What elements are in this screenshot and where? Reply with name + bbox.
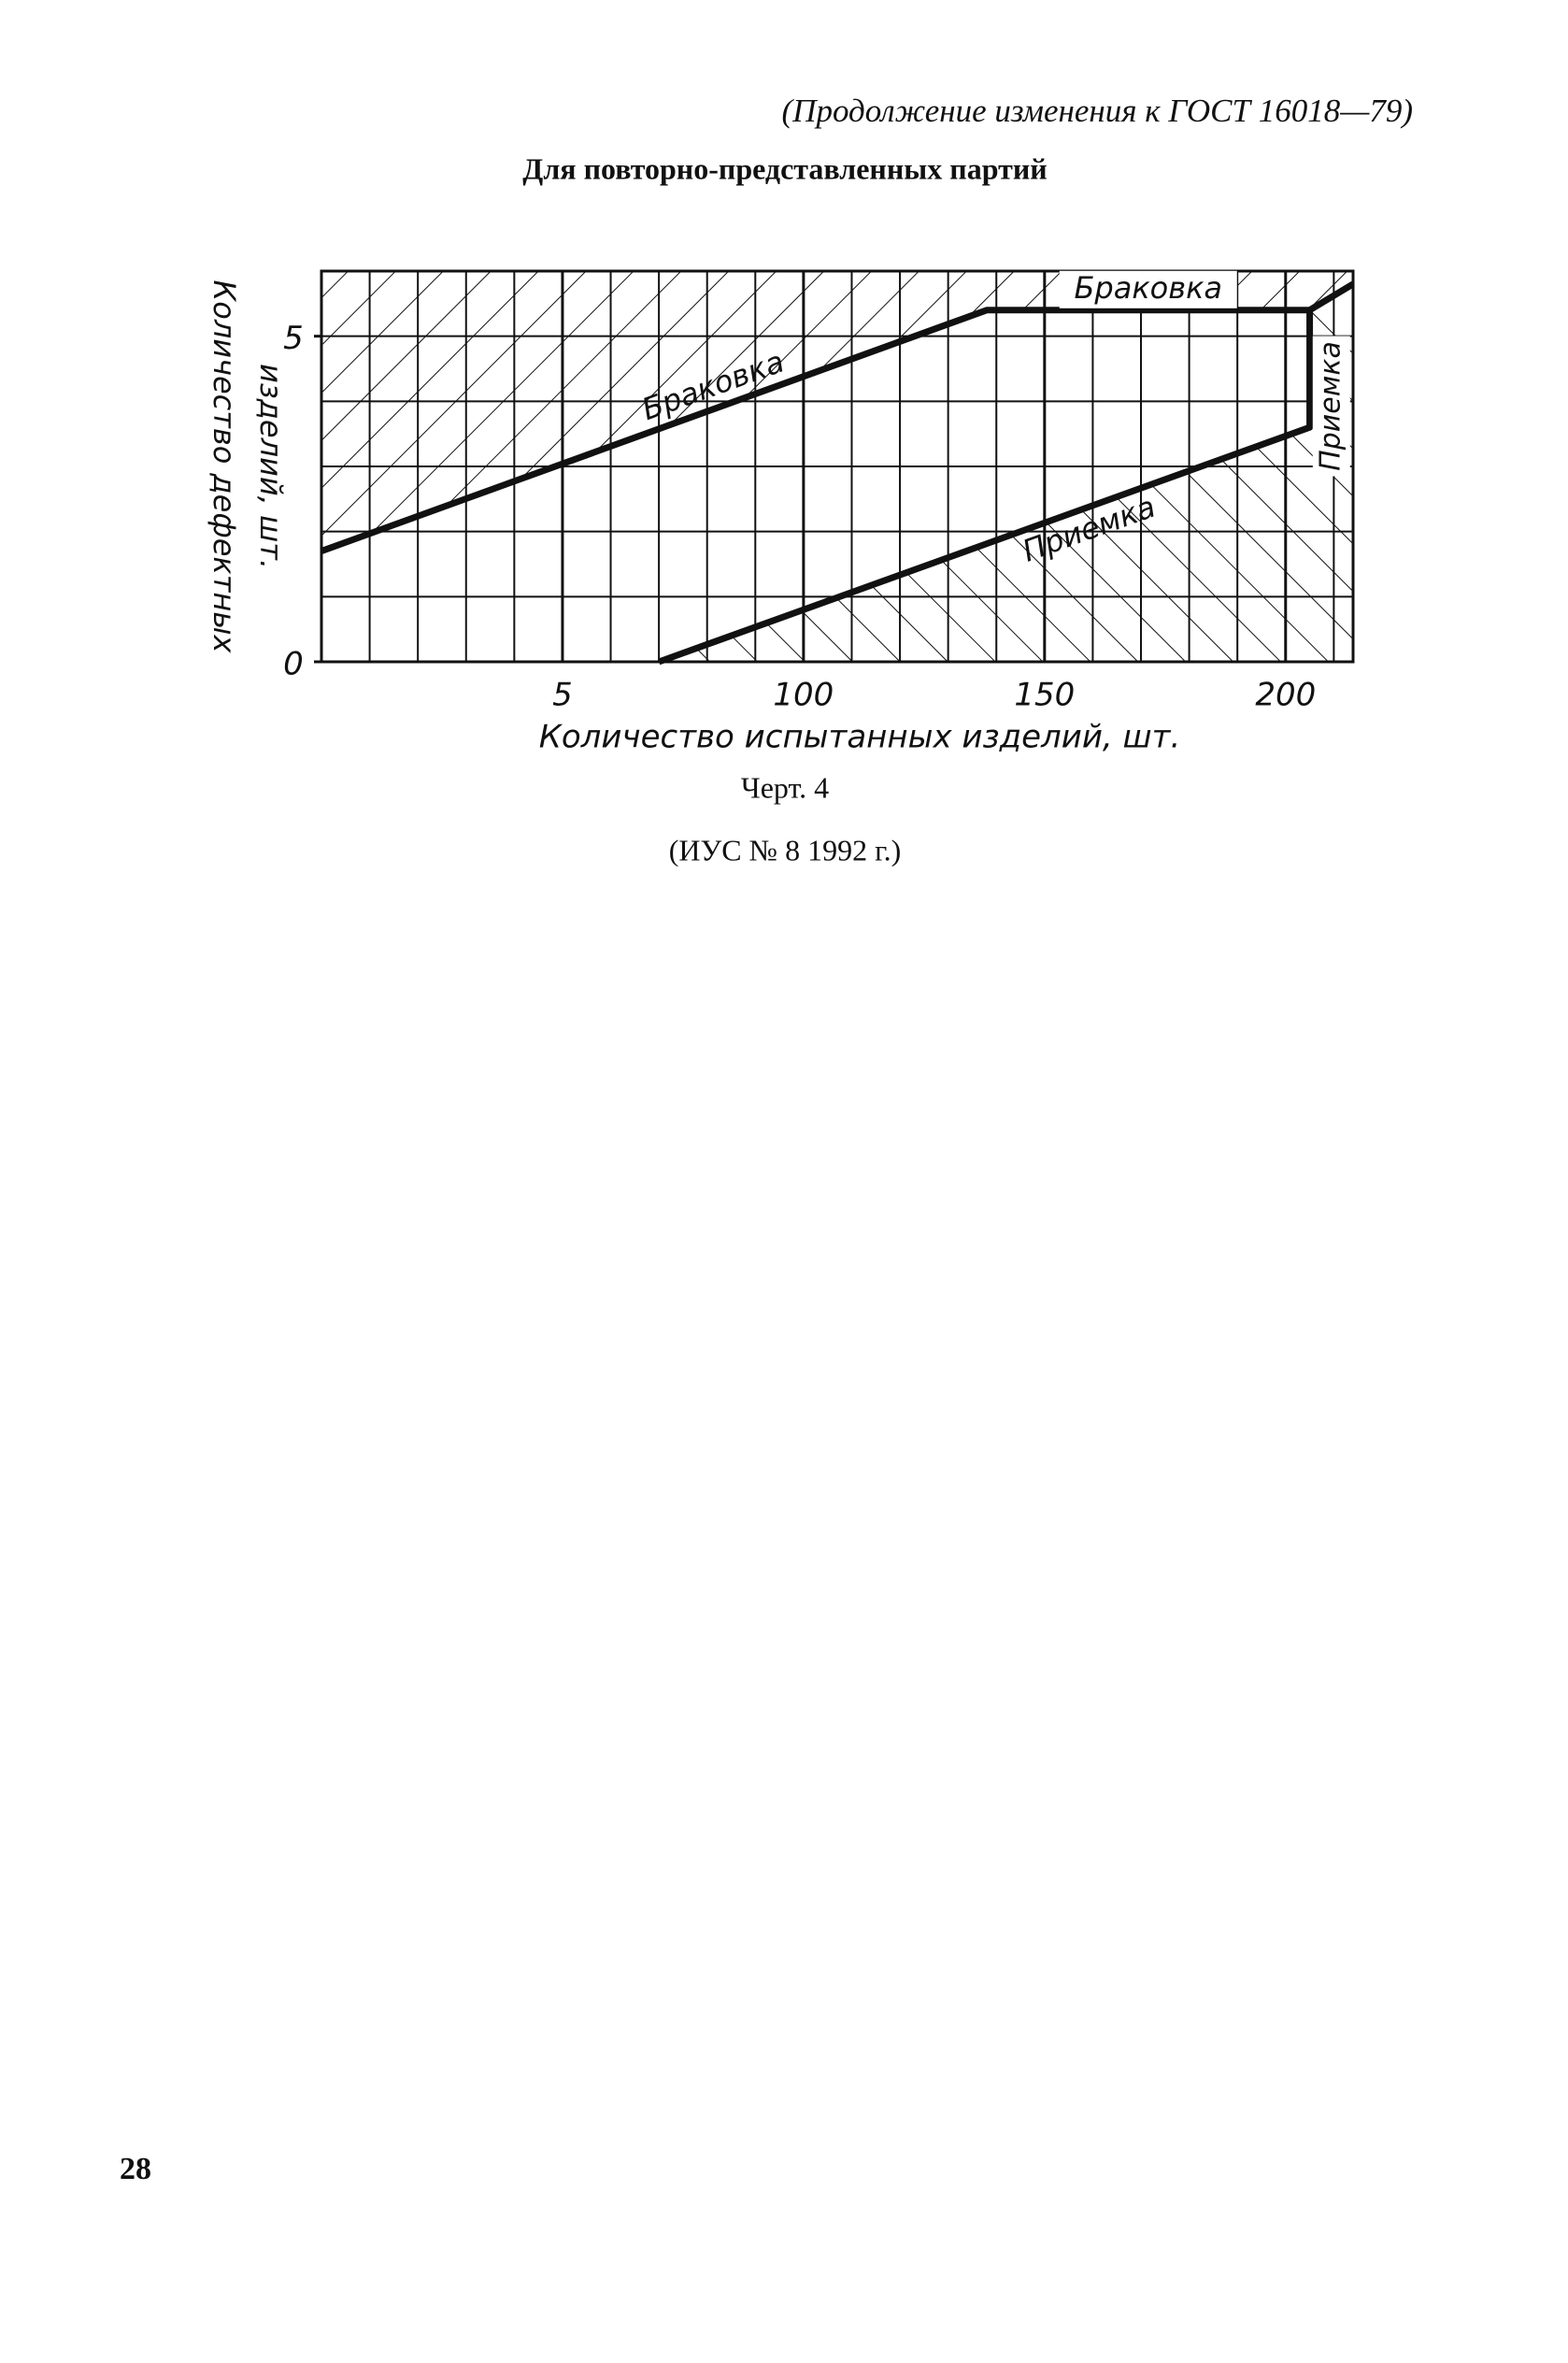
y-tick-label: 5: [283, 320, 304, 357]
title: Для повторно-представленных партий: [522, 151, 1047, 185]
x-tick-label: 150: [1014, 677, 1075, 714]
accept-region: [659, 309, 1353, 662]
chart: 5 100 150 200 0 5 Количество испытанных издели…: [207, 269, 1355, 756]
label-bg: [1059, 270, 1237, 308]
x-tick-label: 100: [773, 677, 834, 714]
reject-region: [321, 271, 1353, 551]
boundary-line: [320, 280, 1355, 554]
region-label: Приемка: [1314, 341, 1347, 471]
x-tick-label: 5: [552, 677, 573, 714]
y-axis-label: Количество дефектных: [207, 280, 242, 654]
boundary-line: [657, 309, 1314, 666]
header: (Продолжение изменения к ГОСТ 16018—79): [782, 93, 1413, 129]
y-axis-label: изделий, шт.: [253, 364, 289, 569]
note: (ИУС № 8 1992 г.): [669, 833, 901, 866]
page-number: 28: [120, 2152, 151, 2186]
plot-frame: [320, 269, 1355, 664]
x-tick-label: 200: [1255, 677, 1316, 714]
y-tick-label: 0: [283, 646, 304, 683]
region-label: Браковка: [1074, 270, 1222, 306]
x-axis-label: Количество испытанных изделий, шт.: [539, 719, 1181, 756]
label-bg: [1312, 336, 1350, 477]
caption: Черт. 4: [741, 770, 829, 804]
